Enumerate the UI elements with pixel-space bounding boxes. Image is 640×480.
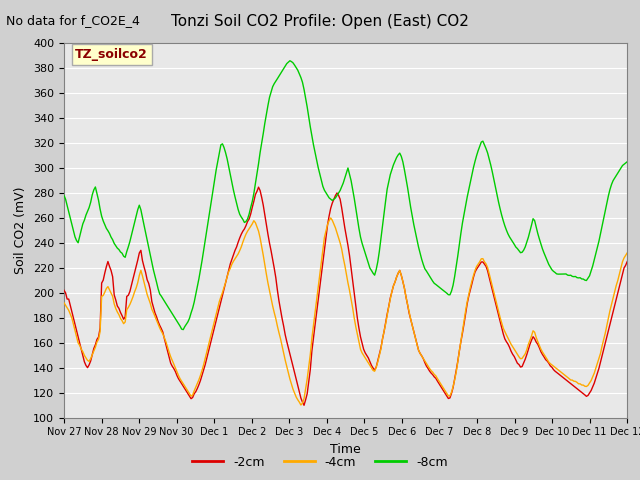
X-axis label: Time: Time: [330, 443, 361, 456]
Text: No data for f_CO2E_4: No data for f_CO2E_4: [6, 14, 140, 27]
Y-axis label: Soil CO2 (mV): Soil CO2 (mV): [15, 187, 28, 274]
Text: Tonzi Soil CO2 Profile: Open (East) CO2: Tonzi Soil CO2 Profile: Open (East) CO2: [171, 14, 469, 29]
Text: TZ_soilco2: TZ_soilco2: [76, 48, 148, 61]
Legend: -2cm, -4cm, -8cm: -2cm, -4cm, -8cm: [187, 451, 453, 474]
